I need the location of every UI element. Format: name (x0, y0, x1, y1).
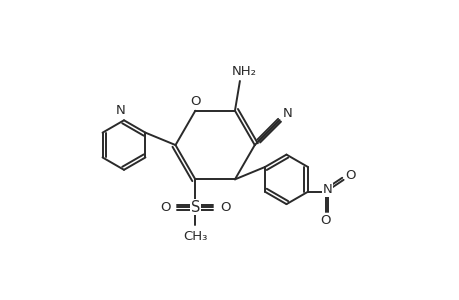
Text: S: S (190, 200, 200, 214)
Text: N: N (116, 104, 126, 117)
Text: N: N (282, 107, 292, 120)
Text: O: O (345, 169, 355, 182)
Text: O: O (190, 95, 200, 108)
Text: O: O (219, 201, 230, 214)
Text: O: O (160, 201, 170, 214)
Text: N: N (322, 183, 332, 196)
Text: NH₂: NH₂ (231, 64, 256, 78)
Text: CH₃: CH₃ (183, 230, 207, 243)
Text: O: O (320, 214, 330, 227)
